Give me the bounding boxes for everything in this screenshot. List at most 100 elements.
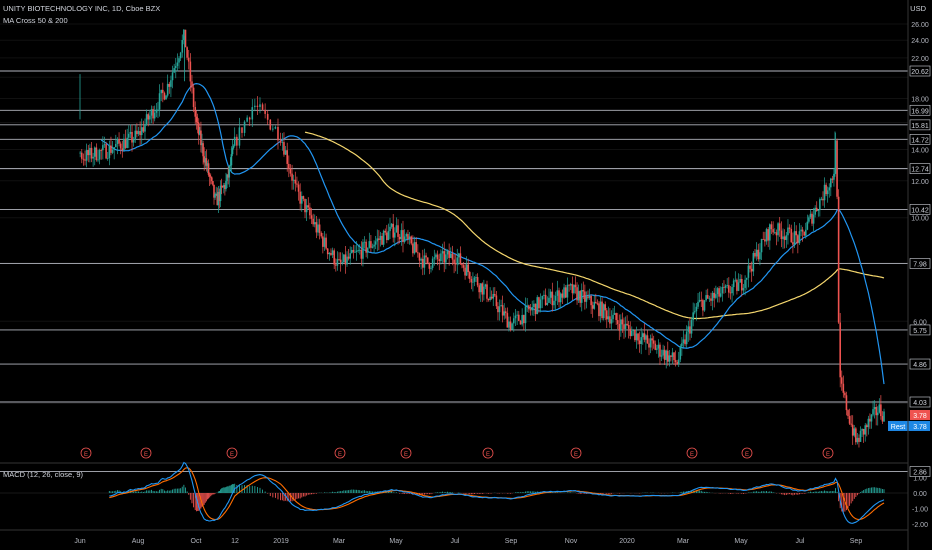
macd-tick: 0.00 xyxy=(913,491,927,498)
candle-body xyxy=(649,338,652,348)
candle-body xyxy=(214,194,216,198)
candle-body xyxy=(85,150,88,161)
candle-body xyxy=(590,295,592,306)
candle-body xyxy=(593,301,596,309)
candle-body xyxy=(126,137,128,148)
candle-body xyxy=(873,407,876,410)
candle-body xyxy=(366,247,369,253)
candle-body xyxy=(662,349,664,356)
candle-body xyxy=(382,230,385,245)
candle-body xyxy=(749,265,751,269)
candle-body xyxy=(659,344,661,357)
candle-body xyxy=(142,127,145,132)
candle-body xyxy=(523,315,525,324)
candle-body xyxy=(216,193,219,206)
candle-body xyxy=(227,174,229,178)
candle-body xyxy=(349,253,352,259)
candle-body xyxy=(487,298,490,301)
candle-body xyxy=(111,149,114,153)
candle-body xyxy=(533,303,535,308)
candle-body xyxy=(202,143,204,157)
candle-body xyxy=(687,326,690,332)
candle-body xyxy=(217,191,220,206)
candle-body xyxy=(205,158,208,166)
candle-body xyxy=(742,287,745,291)
candle-body xyxy=(785,235,788,240)
candle-body xyxy=(264,109,266,114)
indicator-legend[interactable]: MA Cross 50 & 200 xyxy=(3,16,68,25)
candle-body xyxy=(405,234,408,237)
candle-body xyxy=(573,284,575,294)
candle-body xyxy=(524,306,527,324)
candle-body xyxy=(310,215,313,219)
candle-body xyxy=(710,298,712,301)
candle-body xyxy=(862,428,865,435)
macd-legend[interactable]: MACD (12, 26, close, 9) xyxy=(3,470,84,479)
candle-body xyxy=(87,150,90,156)
candle-body xyxy=(585,296,588,302)
candle-body xyxy=(747,265,750,278)
candle-body xyxy=(602,304,605,319)
candle-body xyxy=(676,362,678,365)
candle-body xyxy=(844,392,846,396)
ma200-series xyxy=(304,131,885,320)
candle-body xyxy=(536,297,539,315)
candle-body xyxy=(483,286,485,295)
candle-body xyxy=(155,109,158,113)
time-tick: Jun xyxy=(74,538,85,545)
candle-body xyxy=(571,284,574,294)
candle-body xyxy=(392,223,394,238)
candle-body xyxy=(449,253,452,258)
candle-body xyxy=(599,301,602,317)
candle-body xyxy=(580,290,583,303)
candle-body xyxy=(632,329,635,332)
candle-body xyxy=(584,291,586,302)
candle-body xyxy=(418,253,421,261)
candle-body xyxy=(423,255,426,268)
candle-body xyxy=(407,234,409,240)
candle-body xyxy=(822,198,824,201)
candle-body xyxy=(218,191,221,202)
candle-body xyxy=(723,286,725,288)
candle-body xyxy=(798,231,801,244)
candle-body xyxy=(521,315,523,325)
candle-body xyxy=(627,325,630,329)
candle-body xyxy=(261,104,264,110)
candle-body xyxy=(118,139,120,144)
candle-body xyxy=(402,230,404,243)
time-tick: Jul xyxy=(451,538,460,545)
candle-body xyxy=(470,278,473,283)
candle-body xyxy=(544,294,547,305)
candle-body xyxy=(358,249,361,251)
candle-body xyxy=(861,428,863,431)
candle-body xyxy=(281,142,284,143)
candle-body xyxy=(478,285,480,293)
candle-body xyxy=(467,264,470,273)
candle-body xyxy=(825,184,827,195)
candle-body xyxy=(274,126,277,129)
candle-body xyxy=(209,176,212,178)
candle-body xyxy=(713,292,716,298)
candle-body xyxy=(456,257,459,265)
candle-body xyxy=(354,251,356,253)
candle-body xyxy=(703,300,706,311)
candle-body xyxy=(243,121,246,133)
earnings-label: E xyxy=(745,452,749,458)
candle-body xyxy=(80,152,83,159)
candle-body xyxy=(417,252,419,254)
level-label: 20.62 xyxy=(911,69,929,76)
candle-body xyxy=(864,425,867,435)
level-label: 15.81 xyxy=(911,123,929,130)
candle-body xyxy=(831,178,834,180)
candle-body xyxy=(839,322,841,378)
candle-body xyxy=(500,305,502,307)
candle-body xyxy=(538,297,540,309)
level-label: 2.86 xyxy=(913,470,927,477)
candle-body xyxy=(660,355,663,357)
candle-body xyxy=(224,185,226,190)
candle-body xyxy=(189,61,192,82)
candle-body xyxy=(577,291,580,301)
candle-body xyxy=(706,295,709,299)
candle-body xyxy=(335,264,337,266)
candle-body xyxy=(171,72,174,81)
